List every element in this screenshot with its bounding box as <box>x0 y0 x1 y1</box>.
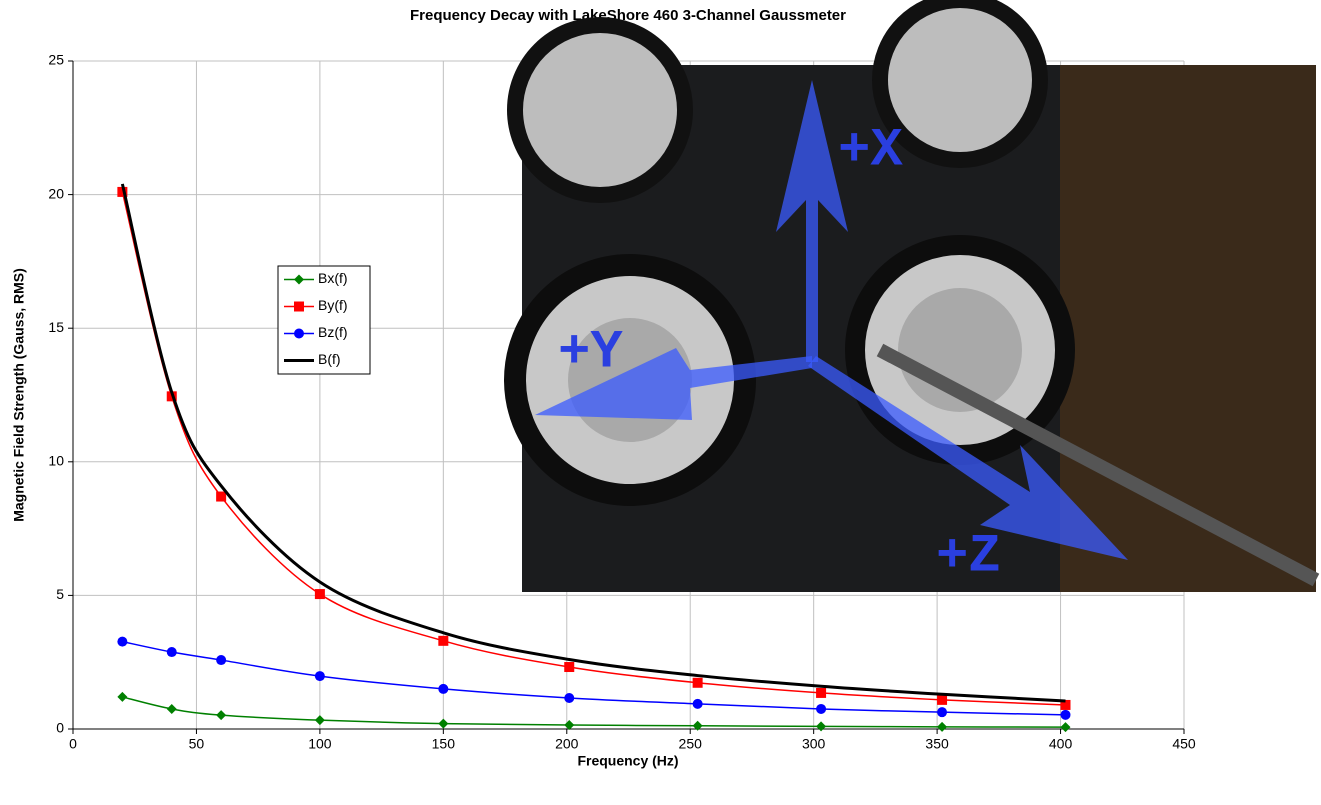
marker <box>117 691 128 702</box>
x-tick-label: 200 <box>555 736 579 752</box>
arrow-x <box>776 80 848 362</box>
legend-label: By(f) <box>318 297 348 313</box>
y-tick-label: 20 <box>48 185 64 201</box>
arrow-y <box>535 348 812 420</box>
arrow-z <box>808 356 1128 560</box>
marker <box>816 687 827 698</box>
marker <box>816 703 827 714</box>
x-tick-label: 250 <box>679 736 703 752</box>
marker <box>294 301 304 312</box>
legend-label: Bz(f) <box>318 324 348 340</box>
chart-title: Frequency Decay with LakeShore 460 3-Cha… <box>410 7 846 24</box>
marker <box>117 636 128 647</box>
marker <box>692 677 703 688</box>
marker <box>216 710 227 721</box>
marker <box>216 655 227 666</box>
speaker <box>872 0 1048 168</box>
photo-label: +Z <box>936 526 1001 587</box>
marker <box>314 671 325 682</box>
series-line <box>121 191 1066 706</box>
photo: +X +Y +Z <box>504 0 1320 592</box>
legend-label: B(f) <box>318 351 341 367</box>
marker <box>816 721 827 732</box>
y-tick-label: 15 <box>48 319 64 335</box>
marker <box>937 707 948 718</box>
marker <box>314 589 325 600</box>
marker <box>216 491 227 502</box>
marker <box>692 698 703 709</box>
plot <box>117 183 1071 733</box>
marker <box>438 635 449 646</box>
marker <box>1060 699 1071 710</box>
y-tick-label: 25 <box>48 52 64 68</box>
marker <box>438 683 449 694</box>
marker <box>1060 709 1071 720</box>
marker <box>937 694 948 705</box>
marker <box>166 647 177 658</box>
x-tick-label: 150 <box>432 736 456 752</box>
marker <box>564 662 575 673</box>
legend-label: Bx(f) <box>318 270 348 286</box>
y-tick-label: 0 <box>56 720 64 736</box>
x-tick-label: 350 <box>925 736 949 752</box>
marker <box>564 693 575 704</box>
marker <box>117 186 128 197</box>
photo-label: +Y <box>558 322 623 383</box>
marker <box>314 715 325 726</box>
x-tick-label: 300 <box>802 736 826 752</box>
probe <box>876 343 1320 587</box>
marker <box>937 721 948 732</box>
speaker <box>507 17 693 203</box>
y-tick-label: 5 <box>56 586 64 602</box>
photo-label: +X <box>838 120 903 181</box>
marker <box>294 328 304 339</box>
legend-box <box>277 265 371 375</box>
y-axis-title: Magnetic Field Strength (Gauss, RMS) <box>11 268 27 522</box>
marker <box>438 718 449 729</box>
marker <box>692 720 703 731</box>
photo-backdrop <box>1060 65 1316 592</box>
y-tick-label: 10 <box>48 453 64 469</box>
marker <box>1060 722 1071 733</box>
marker <box>294 274 304 285</box>
legend: Bx(f) By(f) Bz(f) B(f) <box>277 265 371 375</box>
marker <box>564 719 575 730</box>
x-tick-label: 450 <box>1172 736 1196 752</box>
x-tick-label: 100 <box>308 736 332 752</box>
series-line <box>120 183 1066 703</box>
x-tick-label: 50 <box>189 736 205 752</box>
x-axis-title: Frequency (Hz) <box>577 753 678 769</box>
marker <box>166 703 177 714</box>
x-tick-label: 400 <box>1049 736 1073 752</box>
x-tick-label: 0 <box>69 736 77 752</box>
